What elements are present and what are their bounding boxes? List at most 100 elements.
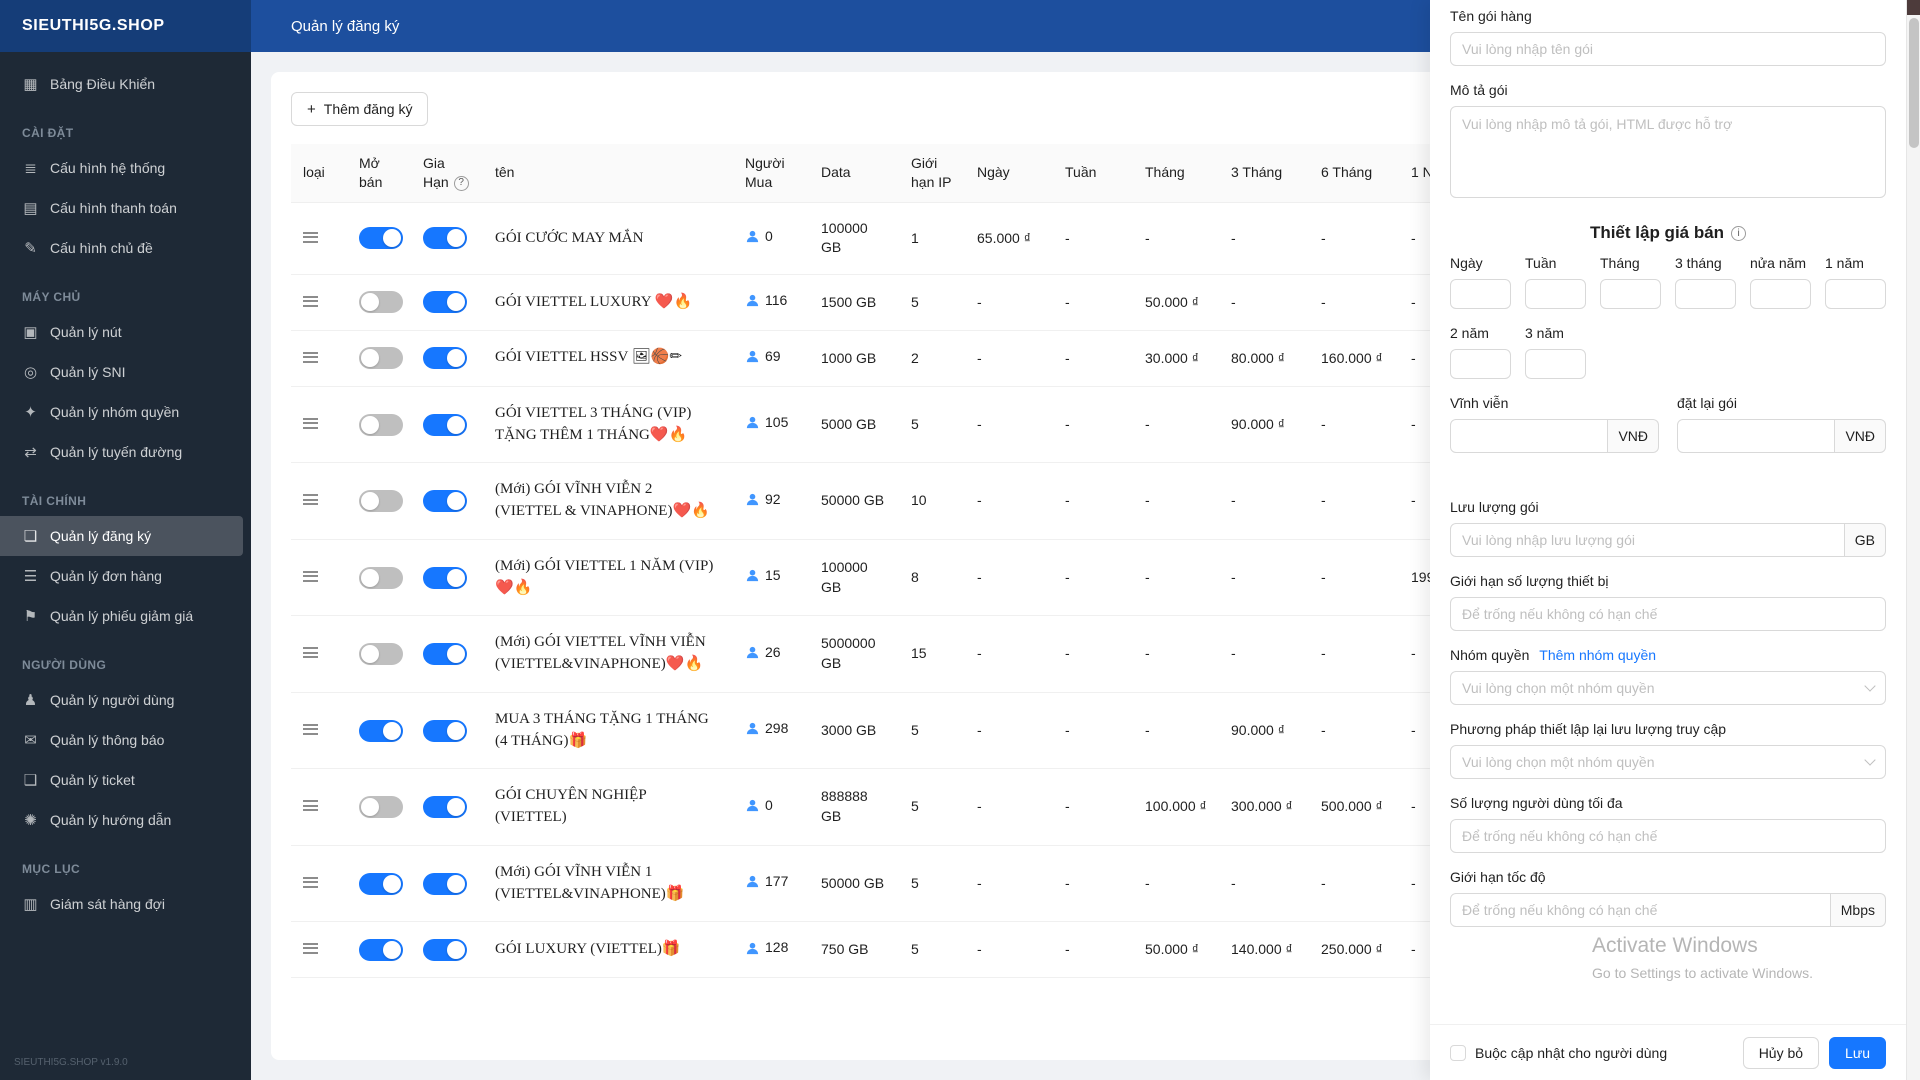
package-reset-price-input[interactable]	[1677, 419, 1836, 453]
sidebar-item-users[interactable]: ♟ Quản lý người dùng	[0, 680, 243, 720]
drag-handle-icon[interactable]	[303, 800, 318, 812]
max-users-input[interactable]	[1450, 819, 1886, 853]
renew-toggle[interactable]	[423, 490, 467, 512]
price-input-tuần[interactable]	[1525, 279, 1586, 309]
data-quota: 750 GB	[809, 921, 899, 979]
sale-toggle[interactable]	[359, 643, 403, 665]
renew-toggle[interactable]	[423, 643, 467, 665]
renew-toggle[interactable]	[423, 796, 467, 818]
column-header: Tháng	[1133, 144, 1219, 203]
sidebar-item-subscriptions[interactable]: ❏ Quản lý đăng ký	[0, 516, 243, 556]
sidebar-item-sni[interactable]: ◎ Quản lý SNI	[0, 352, 243, 392]
sale-toggle[interactable]	[359, 719, 403, 742]
permission-group-select[interactable]: Vui lòng chọn một nhóm quyền	[1450, 671, 1886, 705]
drag-handle-icon[interactable]	[303, 417, 318, 429]
renew-toggle[interactable]	[423, 938, 467, 961]
add-permission-group-link[interactable]: Thêm nhóm quyền	[1539, 647, 1657, 663]
add-subscription-button[interactable]: + Thêm đăng ký	[291, 92, 429, 126]
sidebar-item-label: Quản lý hướng dẫn	[50, 812, 172, 828]
table-header-row: loại Mở bán Gia Hạn? tên Người Mua Data Giới h…	[291, 144, 1495, 203]
price-input-3-năm[interactable]	[1525, 349, 1586, 379]
price-input-tháng[interactable]	[1600, 279, 1661, 309]
renew-toggle[interactable]	[423, 227, 467, 250]
speed-limit-input[interactable]	[1450, 893, 1831, 927]
price-input-1-năm[interactable]	[1825, 279, 1886, 309]
subscriptions-icon: ❏	[23, 528, 38, 545]
sale-toggle[interactable]	[359, 872, 403, 895]
sidebar-item-label: Quản lý ticket	[50, 772, 135, 788]
table-row: MUA 3 THÁNG TẶNG 1 THÁNG (4 THÁNG)🎁 298 30…	[291, 692, 1495, 770]
help-icon[interactable]: ?	[453, 175, 469, 191]
renew-toggle[interactable]	[423, 347, 467, 370]
sidebar-item-orders[interactable]: ☰ Quản lý đơn hàng	[0, 556, 243, 596]
sidebar-item-nodes[interactable]: ▣ Quản lý nút	[0, 312, 243, 352]
drag-handle-icon[interactable]	[303, 231, 318, 243]
drag-handle-icon[interactable]	[303, 494, 318, 506]
drag-handle-icon[interactable]	[303, 723, 318, 735]
renew-toggle[interactable]	[423, 719, 467, 742]
sidebar-item-system-config[interactable]: ≣ Cấu hình hệ thống	[0, 148, 243, 188]
price-cell: -	[1133, 386, 1219, 464]
info-icon[interactable]: i	[1731, 225, 1747, 241]
sidebar-item-notifications[interactable]: ✉ Quản lý thông báo	[0, 720, 243, 760]
drag-handle-icon[interactable]	[303, 570, 318, 582]
sidebar-item-queue[interactable]: ▥ Giám sát hàng đợi	[0, 884, 243, 924]
traffic-input[interactable]	[1450, 523, 1845, 557]
sidebar-item-tickets[interactable]: ❑ Quản lý ticket	[0, 760, 243, 800]
price-input-nửa-năm[interactable]	[1750, 279, 1811, 309]
drag-handle-icon[interactable]	[303, 647, 318, 659]
save-button[interactable]: Lưu	[1829, 1036, 1886, 1069]
price-cell: -	[1053, 274, 1133, 331]
price-cell: -	[1219, 539, 1309, 617]
price-input-2-năm[interactable]	[1450, 349, 1511, 379]
scrollbar-button[interactable]	[1907, 0, 1920, 15]
renew-toggle[interactable]	[423, 413, 467, 436]
drag-handle-icon[interactable]	[303, 876, 318, 888]
cancel-button[interactable]: Hủy bỏ	[1742, 1036, 1820, 1069]
price-input-ngày[interactable]	[1450, 279, 1511, 309]
drag-handle-icon[interactable]	[303, 295, 318, 307]
column-header: Data	[809, 144, 899, 203]
scrollbar[interactable]	[1906, 0, 1920, 1080]
package-name-input[interactable]	[1450, 32, 1886, 66]
renew-toggle[interactable]	[423, 291, 467, 314]
price-cell: 160.000 ₫	[1309, 330, 1399, 387]
force-update-checkbox[interactable]	[1450, 1044, 1466, 1061]
scrollbar-thumb[interactable]	[1909, 18, 1919, 148]
package-description-input[interactable]	[1450, 106, 1886, 198]
sidebar-item-theme-config[interactable]: ✎ Cấu hình chủ đề	[0, 228, 243, 268]
sidebar-item-routes[interactable]: ⇄ Quản lý tuyến đường	[0, 432, 243, 472]
device-limit-input[interactable]	[1450, 597, 1886, 631]
sale-toggle[interactable]	[359, 796, 403, 818]
sale-toggle[interactable]	[359, 938, 403, 961]
drag-handle-icon[interactable]	[303, 942, 318, 954]
drag-handle-icon[interactable]	[303, 351, 318, 363]
sale-toggle[interactable]	[359, 490, 403, 512]
sale-toggle[interactable]	[359, 227, 403, 250]
brand-logo[interactable]: SIEUTHI5G.SHOP	[0, 0, 251, 52]
buyer-icon	[746, 417, 759, 429]
sidebar-item-guides[interactable]: ✺ Quản lý hướng dẫn	[0, 800, 243, 840]
renew-toggle[interactable]	[423, 872, 467, 895]
sidebar-item-dashboard[interactable]: ▦ Bảng Điều Khiển	[0, 64, 243, 104]
price-cell: -	[1309, 386, 1399, 464]
sidebar-item-payment-config[interactable]: ▤ Cấu hình thanh toán	[0, 188, 243, 228]
sidebar-item-permissions[interactable]: ✦ Quản lý nhóm quyền	[0, 392, 243, 432]
max-users-label: Số lượng người dùng tối đa	[1450, 795, 1623, 811]
ip-limit: 5	[899, 921, 965, 979]
perpetual-price-input[interactable]	[1450, 419, 1609, 453]
sale-toggle[interactable]	[359, 413, 403, 436]
sale-toggle[interactable]	[359, 347, 403, 370]
sale-toggle[interactable]	[359, 566, 403, 589]
price-input-3-tháng[interactable]	[1675, 279, 1736, 309]
force-update-option[interactable]: Buộc cập nhật cho người dùng	[1450, 1044, 1667, 1061]
sidebar-item-coupons[interactable]: ⚑ Quản lý phiếu giảm giá	[0, 596, 243, 636]
renew-toggle[interactable]	[423, 566, 467, 589]
sale-toggle[interactable]	[359, 291, 403, 314]
buyer-icon	[746, 646, 759, 658]
traffic-reset-method-select[interactable]: Vui lòng chọn một nhóm quyền	[1450, 745, 1886, 779]
perpetual-price-label: Vĩnh viễn	[1450, 395, 1509, 411]
price-cell: -	[1219, 845, 1309, 923]
price-cell: -	[1133, 845, 1219, 923]
ip-limit: 5	[899, 386, 965, 464]
